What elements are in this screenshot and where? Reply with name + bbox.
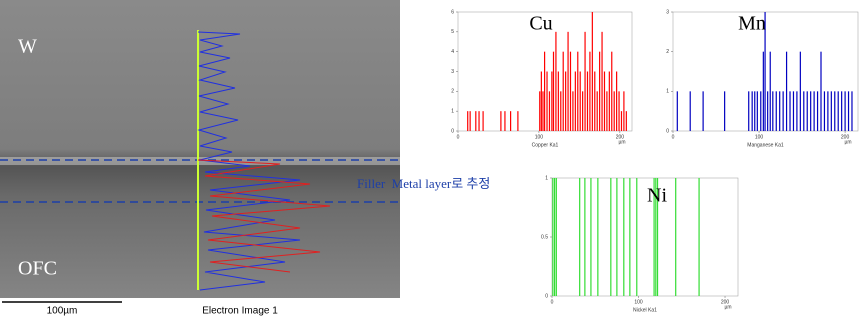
- x-tick-label: 100: [535, 134, 544, 140]
- x-label: Manganese Ka1: [747, 142, 784, 148]
- y-tick-label: 5: [451, 29, 454, 35]
- label: W: [18, 36, 37, 58]
- x-unit: µm: [724, 304, 731, 310]
- annotation: Filler Metal layer로 추정: [357, 176, 490, 191]
- x-label: Copper Ka1: [532, 142, 559, 148]
- chart-title: Cu: [529, 13, 552, 35]
- x-tick-label: 100: [755, 134, 764, 140]
- y-tick-label: 0.5: [541, 234, 548, 240]
- y-tick-label: 2: [451, 89, 454, 95]
- x-unit: µm: [844, 139, 851, 145]
- y-tick-label: 0: [545, 293, 548, 299]
- x-unit: µm: [618, 139, 625, 145]
- x-tick-label: 0: [551, 299, 554, 305]
- interface: [0, 157, 400, 165]
- y-tick-label: 3: [666, 9, 669, 15]
- y-tick-label: 6: [451, 9, 454, 15]
- y-tick-label: 0: [451, 128, 454, 134]
- x-tick-label: 200: [841, 134, 850, 140]
- chart-title: Ni: [647, 185, 667, 207]
- y-tick-label: 2: [666, 49, 669, 55]
- y-tick-label: 3: [451, 69, 454, 75]
- x-tick-label: 200: [721, 299, 730, 305]
- scan-trace: [197, 159, 331, 273]
- sem-image: [0, 0, 400, 298]
- scan-trace: [197, 31, 301, 291]
- x-tick-label: 0: [457, 134, 460, 140]
- y-tick-label: 1: [666, 89, 669, 95]
- x-tick-label: 200: [616, 134, 625, 140]
- y-tick-label: 1: [545, 175, 548, 181]
- caption: Electron Image 1: [202, 306, 278, 317]
- y-tick-label: 0: [666, 128, 669, 134]
- y-tick-label: 4: [451, 49, 454, 55]
- label: OFC: [18, 258, 57, 280]
- y-tick-label: 1: [451, 108, 454, 114]
- chart-title: Mn: [738, 13, 766, 35]
- scale-label: 100µm: [47, 306, 78, 317]
- x-tick-label: 100: [634, 299, 643, 305]
- x-label: Nickel Ka1: [633, 307, 657, 313]
- x-tick-label: 0: [672, 134, 675, 140]
